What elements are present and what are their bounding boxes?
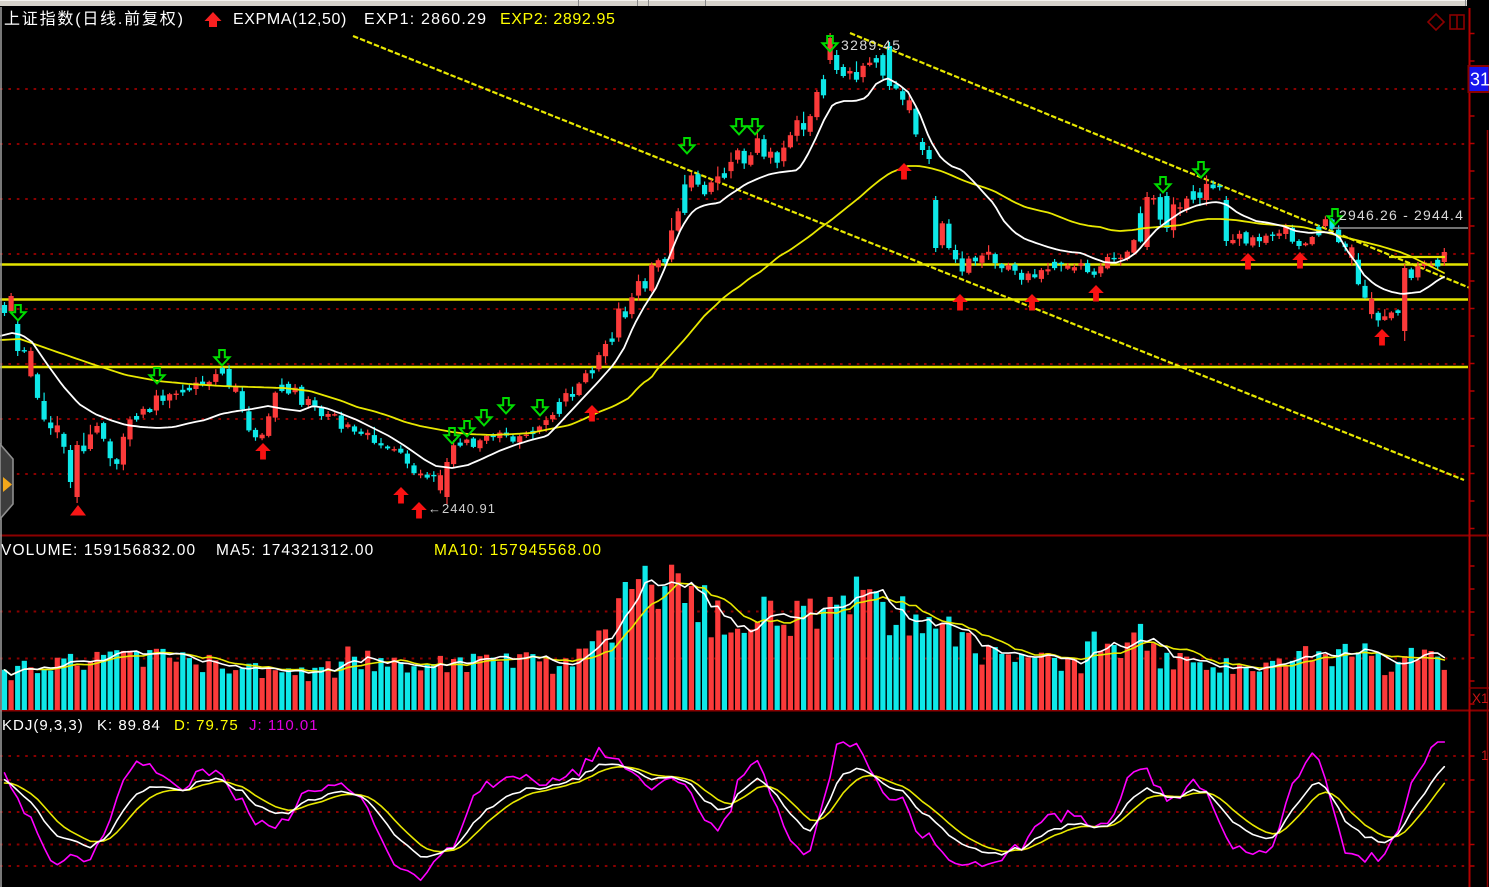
- svg-text:上证指数(日线.前复权): 上证指数(日线.前复权): [4, 10, 185, 28]
- svg-text:2946.26 - 2944.4: 2946.26 - 2944.4: [1339, 207, 1464, 223]
- svg-text:1: 1: [1481, 748, 1489, 763]
- svg-text:KDJ(9,3,3): KDJ(9,3,3): [2, 717, 84, 734]
- svg-text:EXP2: 2892.95: EXP2: 2892.95: [500, 11, 615, 28]
- svg-text:←2440.91: ←2440.91: [428, 501, 496, 516]
- svg-text:D: 79.75: D: 79.75: [174, 717, 239, 734]
- svg-text:X1: X1: [1472, 691, 1489, 706]
- svg-text:EXP1: 2860.29: EXP1: 2860.29: [364, 11, 487, 28]
- svg-text:3289.45: 3289.45: [841, 37, 901, 53]
- svg-text:J: 110.01: J: 110.01: [249, 717, 319, 734]
- svg-text:31: 31: [1470, 70, 1489, 90]
- svg-text:MA5: 174321312.00: MA5: 174321312.00: [216, 542, 374, 559]
- svg-text:MA10: 157945568.00: MA10: 157945568.00: [434, 542, 602, 559]
- svg-text:VOLUME: 159156832.00: VOLUME: 159156832.00: [1, 542, 196, 559]
- svg-text:EXPMA(12,50): EXPMA(12,50): [233, 11, 347, 28]
- svg-text:K: 89.84: K: 89.84: [97, 717, 161, 734]
